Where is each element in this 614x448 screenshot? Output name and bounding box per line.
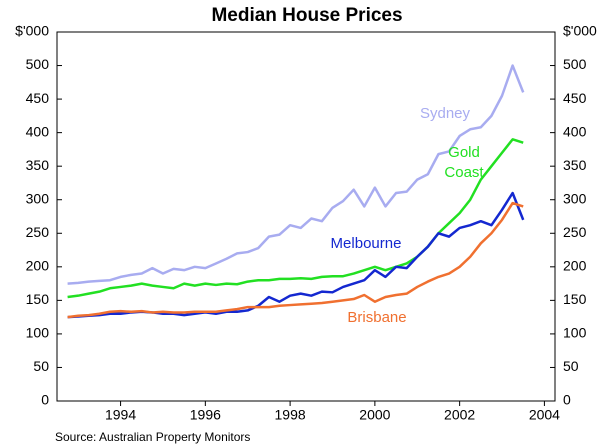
y-tick-label: 0 xyxy=(41,392,49,408)
series-label: Gold Coast xyxy=(444,144,484,181)
y2-tick-label: 350 xyxy=(563,157,587,173)
y2-tick-label: 100 xyxy=(563,325,587,341)
y2-tick-label: 500 xyxy=(563,56,587,72)
plot-frame xyxy=(56,31,556,402)
y-tick-label: 300 xyxy=(26,190,50,206)
x-tick-label: 1994 xyxy=(105,407,136,423)
y2-tick-label: 50 xyxy=(563,358,579,374)
y2-tick-label: 450 xyxy=(563,90,587,106)
y2-tick-label: 400 xyxy=(563,123,587,139)
y-tick-label: 100 xyxy=(26,325,50,341)
series-label: Brisbane xyxy=(347,309,407,326)
series-line xyxy=(67,138,524,299)
x-tick-label: 2002 xyxy=(444,407,475,423)
y2-tick-label: 0 xyxy=(563,392,571,408)
y-tick-label: 400 xyxy=(26,123,50,139)
series-label: Melbourne xyxy=(330,235,402,252)
series-label: Sydney xyxy=(419,105,471,122)
x-tick-label: 1998 xyxy=(275,407,306,423)
y-tick-label: 250 xyxy=(26,224,50,240)
y2-tick-label: 300 xyxy=(563,190,587,206)
y-tick-label: 500 xyxy=(26,56,50,72)
series-line xyxy=(67,201,524,319)
y2-tick-label: 200 xyxy=(563,258,587,274)
y-tick-label: 200 xyxy=(26,258,50,274)
y-tick-label: 50 xyxy=(33,358,49,374)
y2-tick-label: 250 xyxy=(563,224,587,240)
y-tick-label: 450 xyxy=(26,90,50,106)
y2-tick-label: 150 xyxy=(563,291,587,307)
x-tick-label: 2000 xyxy=(359,407,390,423)
y-tick-label: 150 xyxy=(26,291,50,307)
y-tick-label: 350 xyxy=(26,157,50,173)
series-line xyxy=(67,191,525,319)
x-tick-label: 2004 xyxy=(529,407,560,423)
y-tick-label: $'000 xyxy=(15,23,49,39)
series-line xyxy=(67,64,525,285)
source: Source: Australian Property Monitors xyxy=(55,430,250,444)
chart-title: Median House Prices xyxy=(211,5,402,26)
x-tick-label: 1996 xyxy=(190,407,221,423)
y2-tick-label: $'000 xyxy=(563,23,597,39)
